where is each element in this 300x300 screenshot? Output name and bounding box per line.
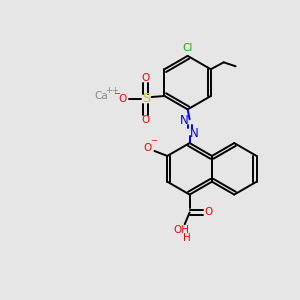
Text: H: H — [183, 233, 190, 243]
Text: O: O — [142, 115, 150, 125]
Text: OH: OH — [174, 225, 190, 235]
Text: Cl: Cl — [182, 43, 193, 53]
Text: O: O — [204, 207, 213, 218]
Text: −: − — [150, 136, 157, 146]
Text: N: N — [180, 114, 189, 127]
Text: O: O — [119, 94, 127, 104]
Text: N: N — [190, 127, 199, 140]
Text: ++: ++ — [105, 85, 119, 94]
Text: O: O — [143, 143, 152, 153]
Text: −: − — [113, 89, 120, 98]
Text: S: S — [142, 92, 151, 106]
Text: O: O — [142, 73, 150, 83]
Text: Ca: Ca — [94, 91, 108, 101]
